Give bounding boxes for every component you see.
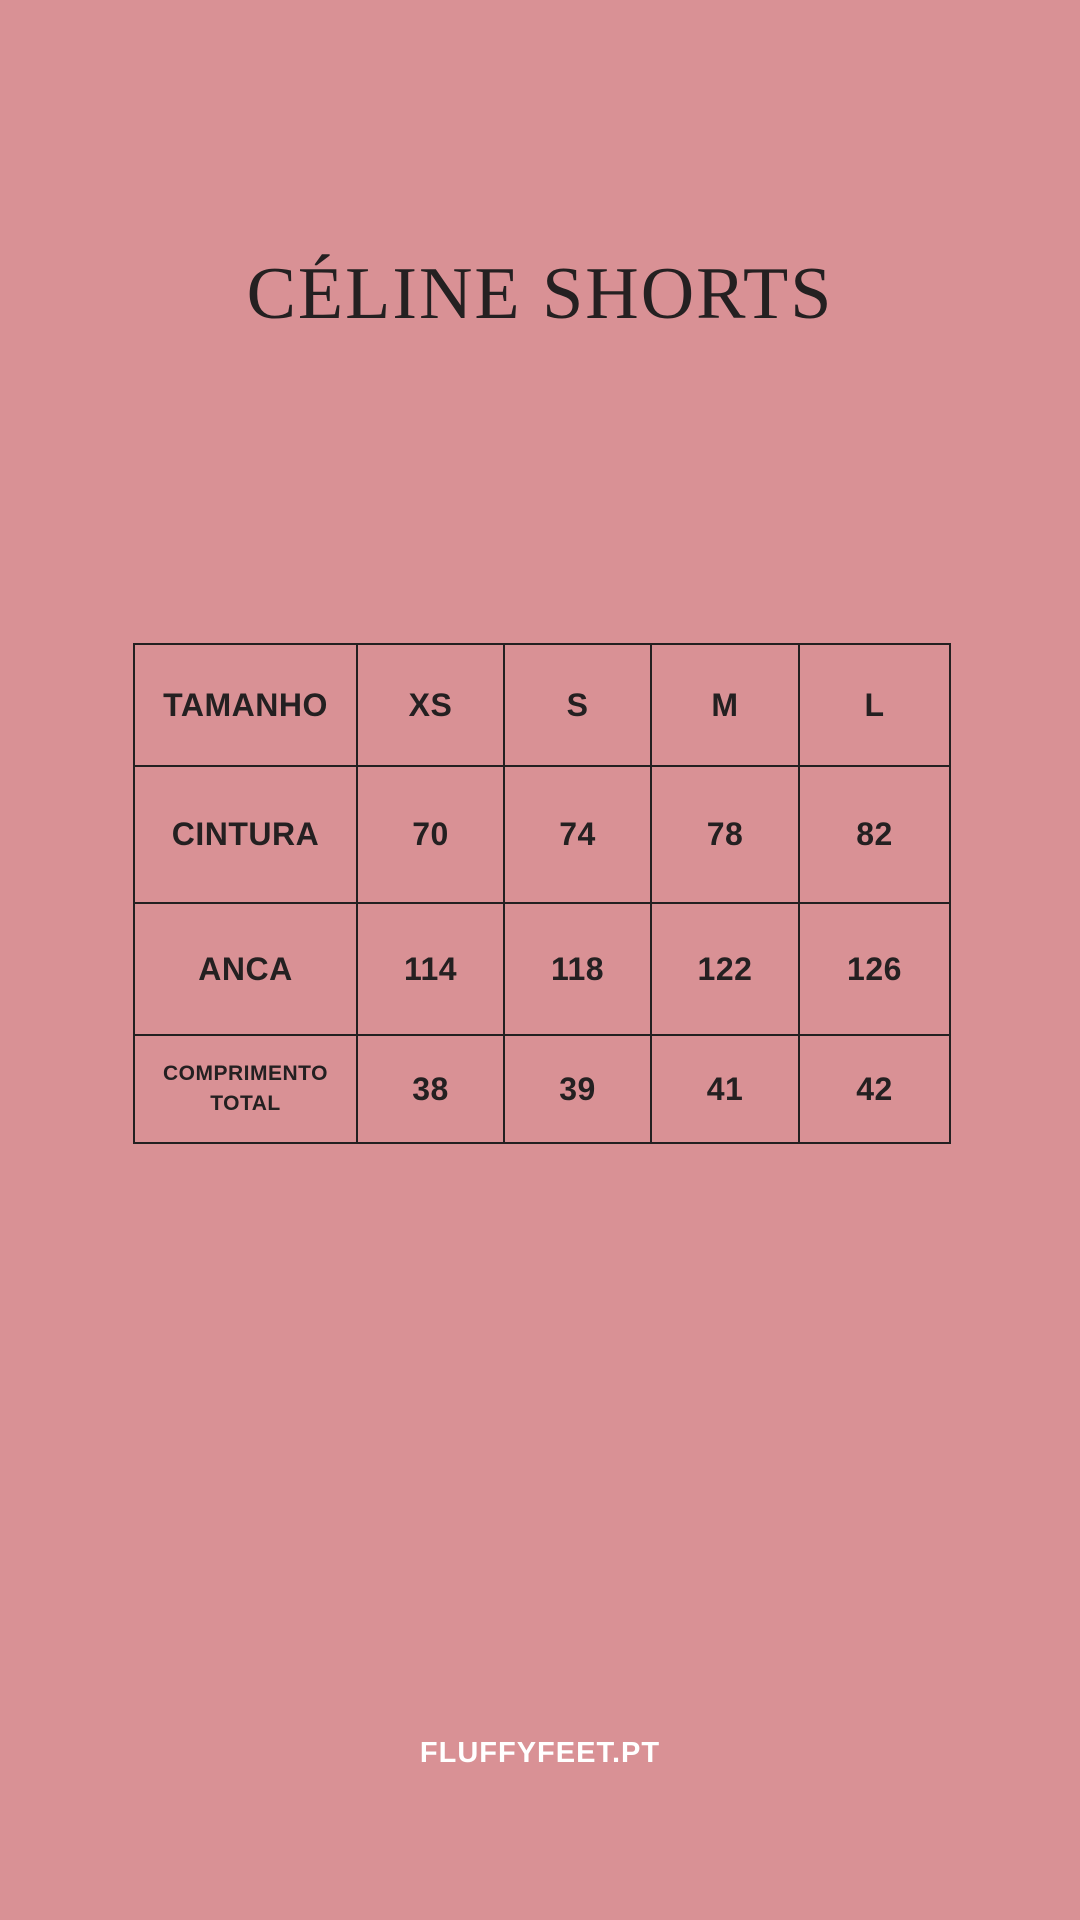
- comprimento-value-l: 42: [856, 1070, 893, 1107]
- comprimento-value-m: 41: [652, 1036, 800, 1142]
- table-row-header-cintura: CINTURA: [135, 767, 358, 904]
- table-row-header-anca: ANCA: [135, 904, 358, 1036]
- comprimento-total-label: COMPRIMENTO TOTAL: [163, 1061, 328, 1115]
- cintura-value-xs: 70: [358, 767, 505, 904]
- anca-value-m: 122: [652, 904, 800, 1036]
- website-url: FLUFFYFEET.PT: [419, 1737, 661, 1769]
- cintura-value-l: 82: [800, 767, 949, 904]
- table-row-header-comprimento-total: COMPRIMENTO TOTAL: [135, 1036, 358, 1142]
- size-table: TAMANHO XS S M L CINTURA 70 74 78 82 ANC…: [133, 643, 951, 1144]
- comprimento-value-xs: 38: [358, 1036, 505, 1142]
- anca-value-xs: 114: [358, 904, 505, 1036]
- size-cell-xs: XS: [358, 645, 505, 767]
- anca-value-s: 118: [505, 904, 652, 1036]
- size-cell-m: M: [652, 645, 800, 767]
- cintura-value-m: 78: [652, 767, 800, 904]
- table-row-header-tamanho: TAMANHO: [135, 645, 358, 767]
- anca-value-l: 126: [800, 904, 949, 1036]
- cintura-value-s: 74: [505, 767, 652, 904]
- size-cell-s: S: [505, 645, 652, 767]
- size-cell-l: L: [800, 645, 949, 767]
- page-title: CÉLINE SHORTS: [246, 253, 834, 335]
- comprimento-value-s: 39: [505, 1036, 652, 1142]
